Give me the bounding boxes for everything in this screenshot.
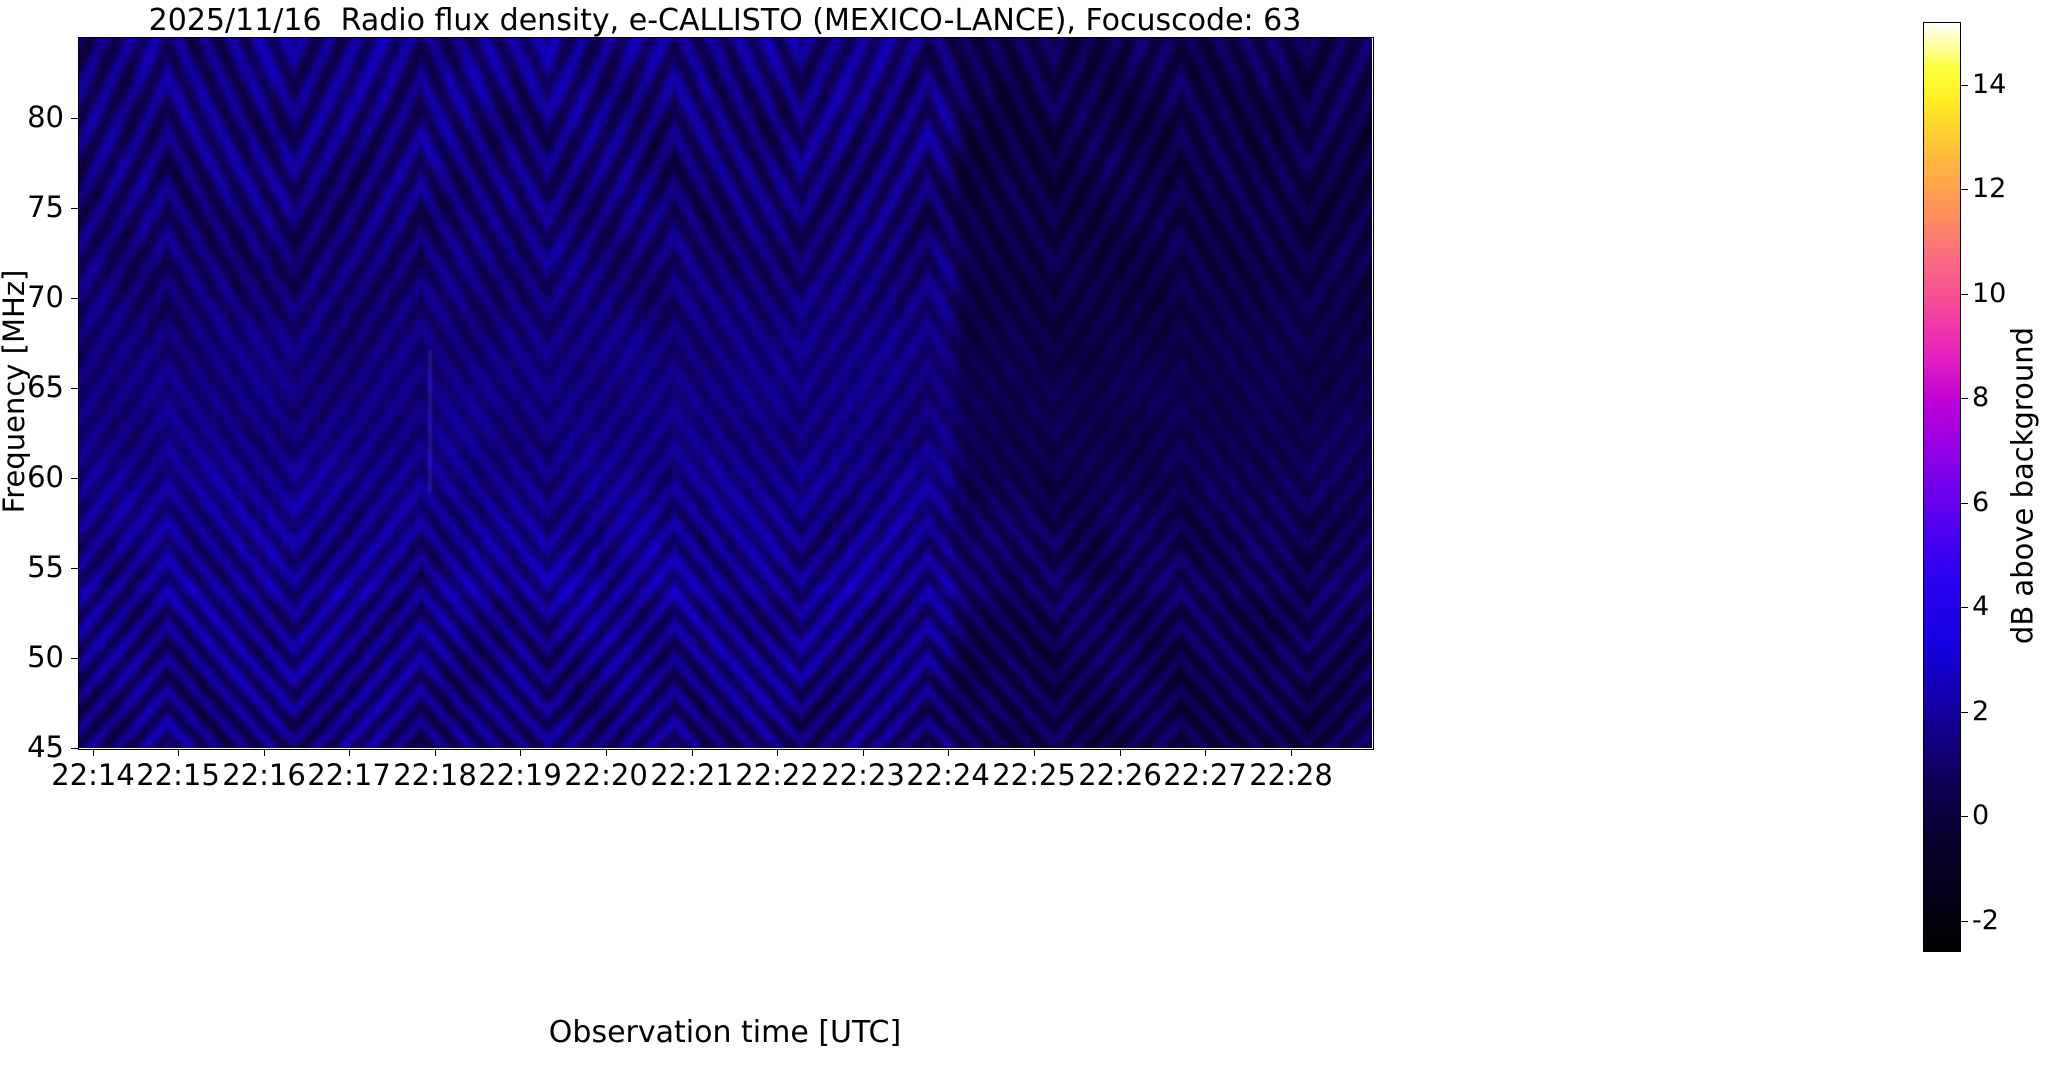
colorbar-tick-mark — [1961, 294, 1968, 295]
x-tick-mark — [692, 749, 693, 756]
colorbar-tick-mark — [1961, 921, 1968, 922]
y-tick-mark — [71, 658, 78, 659]
colorbar-tick-label: 2 — [1972, 696, 1990, 727]
x-tick-mark — [1291, 749, 1292, 756]
x-tick-label: 22:18 — [393, 758, 477, 792]
x-tick-mark — [863, 749, 864, 756]
colorbar-gradient[interactable] — [1923, 22, 1961, 952]
spectrogram-plot-area[interactable] — [78, 37, 1372, 748]
x-tick-label: 22:16 — [222, 758, 306, 792]
y-tick-label: 50 — [27, 640, 64, 674]
colorbar-tick-label: 8 — [1972, 382, 1990, 413]
x-tick-label: 22:20 — [564, 758, 648, 792]
x-tick-mark — [93, 749, 94, 756]
x-tick-mark — [435, 749, 436, 756]
y-tick-mark — [71, 298, 78, 299]
y-tick-mark — [71, 478, 78, 479]
colorbar-tick-mark — [1961, 607, 1968, 608]
x-tick-mark — [1034, 749, 1035, 756]
x-tick-label: 22:17 — [307, 758, 391, 792]
x-tick-label: 22:24 — [906, 758, 990, 792]
x-tick-label: 22:22 — [735, 758, 819, 792]
y-tick-label: 65 — [27, 370, 64, 404]
x-tick-label: 22:21 — [650, 758, 734, 792]
x-tick-mark — [264, 749, 265, 756]
x-tick-mark — [1120, 749, 1121, 756]
x-tick-label: 22:27 — [1163, 758, 1247, 792]
x-axis-label: Observation time [UTC] — [548, 1015, 902, 1050]
x-tick-mark — [178, 749, 179, 756]
y-tick-label: 45 — [27, 730, 64, 764]
page-title: 2025/11/16 Radio flux density, e-CALLIST… — [148, 3, 1302, 38]
x-tick-mark — [520, 749, 521, 756]
colorbar-tick-label: 6 — [1972, 487, 1990, 518]
x-tick-label: 22:15 — [136, 758, 220, 792]
x-tick-mark — [1205, 749, 1206, 756]
x-tick-mark — [349, 749, 350, 756]
colorbar-tick-mark — [1961, 503, 1968, 504]
x-tick-mark — [606, 749, 607, 756]
x-tick-label: 22:26 — [1078, 758, 1162, 792]
colorbar-tick-mark — [1961, 189, 1968, 190]
colorbar-label: dB above background — [2005, 326, 2040, 645]
x-tick-mark — [948, 749, 949, 756]
y-tick-label: 80 — [27, 100, 64, 134]
colorbar-tick-mark — [1961, 398, 1968, 399]
colorbar-tick-label: -2 — [1972, 905, 1999, 936]
x-tick-label: 22:19 — [478, 758, 562, 792]
y-tick-label: 60 — [27, 460, 64, 494]
y-tick-mark — [71, 208, 78, 209]
y-tick-mark — [71, 748, 78, 749]
y-tick-label: 55 — [27, 550, 64, 584]
colorbar-tick-label: 12 — [1972, 173, 2007, 204]
colorbar-tick-mark — [1961, 712, 1968, 713]
y-tick-mark — [71, 388, 78, 389]
x-tick-mark — [777, 749, 778, 756]
y-tick-mark — [71, 118, 78, 119]
colorbar-tick-mark — [1961, 85, 1968, 86]
x-tick-label: 22:23 — [821, 758, 905, 792]
x-tick-label: 22:28 — [1249, 758, 1333, 792]
y-tick-mark — [71, 568, 78, 569]
colorbar-tick-label: 4 — [1972, 591, 1990, 622]
colorbar-tick-label: 14 — [1972, 69, 2007, 100]
x-tick-label: 22:14 — [51, 758, 135, 792]
y-tick-label: 70 — [27, 280, 64, 314]
colorbar-tick-label: 10 — [1972, 278, 2007, 309]
spectrogram-image — [78, 37, 1372, 748]
y-tick-label: 75 — [27, 190, 64, 224]
x-tick-label: 22:25 — [992, 758, 1076, 792]
colorbar-tick-mark — [1961, 816, 1968, 817]
colorbar-tick-label: 0 — [1972, 800, 1990, 831]
